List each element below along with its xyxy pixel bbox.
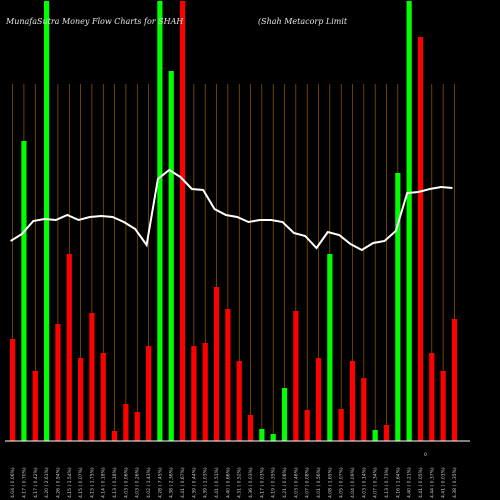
x-tick-label: 4.17 ( 0.70%) [21,467,27,498]
x-tick-label: 4.04 ( 0.06%) [10,467,16,498]
x-tick-label: 4.41 ( 0.05%) [418,467,424,498]
chart-title-right: (Shah Metacorp Limit [258,17,348,26]
money-flow-bar [338,409,344,441]
money-flow-bar [383,425,390,441]
x-tick-label: 4.41 ( 0.51%) [214,467,220,498]
bar-layer [10,1,458,441]
money-flow-bar [32,371,38,441]
x-tick-label: 4.39 ( 1.03%) [203,467,209,498]
x-tick-label: 4.07 ( 0.08%) [305,467,311,498]
x-tick-label: 4.36 ( 0.03%) [248,467,254,498]
extra-label: 0 [424,452,427,458]
money-flow-bar [10,339,16,441]
money-flow-bar [100,353,106,441]
money-flow-bar [315,358,322,441]
money-flow-bar [361,378,367,441]
money-flow-bar [123,404,129,441]
money-flow-bar [395,173,401,441]
money-flow-bar [372,430,378,441]
x-tick-label: 4.03 ( 0.14%) [361,467,367,498]
money-flow-bar [349,361,356,441]
x-tick-label: 4.39 ( 0.44%) [191,467,197,498]
money-flow-bar [259,429,265,441]
x-tick-label: 4.19 ( 0.35%) [271,467,277,498]
money-flow-bar [145,346,152,441]
chart-title-left: MunafaSutra Money Flow Charts for SHAH [5,17,184,26]
x-tick-label: 4.03 ( 0.26%) [135,467,141,498]
money-flow-bar [417,37,424,441]
x-tick-label: 4.03 ( 0.46%) [293,467,299,498]
x-tick-label: 4.17 ( 0.03%) [259,467,265,498]
money-flow-bar [66,254,72,441]
x-tick-label: 4.41 ( 0.01%) [441,467,447,498]
money-flow-bar [191,346,197,441]
x-tick-label: 4.13 ( 0.73%) [384,467,390,498]
x-tick-label: 4.40 ( 0.66%) [225,467,231,498]
money-flow-bar [236,361,242,441]
money-flow-line [10,168,453,252]
x-tick-label: 4.04 ( 0.09%) [350,467,356,498]
x-tick-labels: 4.04 ( 0.06%) 4.17 ( 0.70%) 4.17 ( 0.42%) 4… [10,467,458,498]
x-tick-label: 4.20 ( 2.61%) [44,467,50,498]
money-flow-bar [77,358,84,441]
x-tick-label: 4.14 ( 0.18%) [101,467,107,498]
x-tick-label: 4.38 ( 2.36%) [169,467,175,498]
x-tick-label: 4.44 ( 0.37%) [429,467,435,498]
x-tick-label: 4.16 ( 1.64%) [395,467,401,498]
x-tick-label: 4.07 ( 0.34%) [373,467,379,498]
money-flow-bar [270,434,276,441]
money-flow-bar [89,313,95,441]
money-flow-bar [43,1,50,441]
money-flow-bar [247,415,254,441]
x-tick-label: 4.17 ( 0.42%) [33,467,39,498]
x-tick-label: 4.38 ( 0.35%) [452,467,458,498]
money-flow-bar [429,353,435,441]
money-flow-bar [55,324,61,441]
money-flow-bar [213,287,220,441]
x-tick-label: 4.40 ( 0.21%) [407,467,413,498]
x-tick-label: 4.05 ( 0.07%) [339,467,345,498]
money-flow-bar [406,1,412,441]
x-tick-label: 4.08 ( 1.65%) [327,467,333,498]
x-tick-label: 4.21 ( 0.08%) [282,467,288,498]
x-tick-label: 4.13 ( 0.18%) [112,467,118,498]
x-tick-label: 4.02 ( 1.43%) [146,467,152,498]
x-tick-label: 4.28 ( 7.45%) [157,467,163,498]
money-flow-bar [168,71,174,441]
x-tick-label: 4.03 ( 0.06%) [123,467,129,498]
money-flow-bar [157,1,163,441]
money-flow-bar [451,319,458,441]
money-flow-bar [111,431,118,441]
x-tick-label: 4.15 ( 1.75%) [89,467,95,498]
money-flow-bar [281,388,288,441]
money-flow-bar [440,371,446,441]
x-tick-label: 4.15 ( 0.07%) [78,467,84,498]
money-flow-bar [225,309,231,441]
money-flow-bar [327,254,333,441]
money-flow-bar [304,410,310,441]
money-flow-bar [293,311,299,441]
money-flow-bar [202,343,208,441]
money-flow-bar [21,141,27,441]
x-tick-label: 4.01 ( 0.56%) [316,467,322,498]
x-tick-label: 4.41 ( 0.67%) [180,467,186,498]
money-flow-bar [179,1,186,441]
x-tick-label: 4.26 ( 0.94%) [55,467,61,498]
x-tick-label: 4.31 ( 0.52%) [237,467,243,498]
x-tick-label: 4.15 ( 1.54%) [67,467,73,498]
money-flow-bar [134,412,140,441]
